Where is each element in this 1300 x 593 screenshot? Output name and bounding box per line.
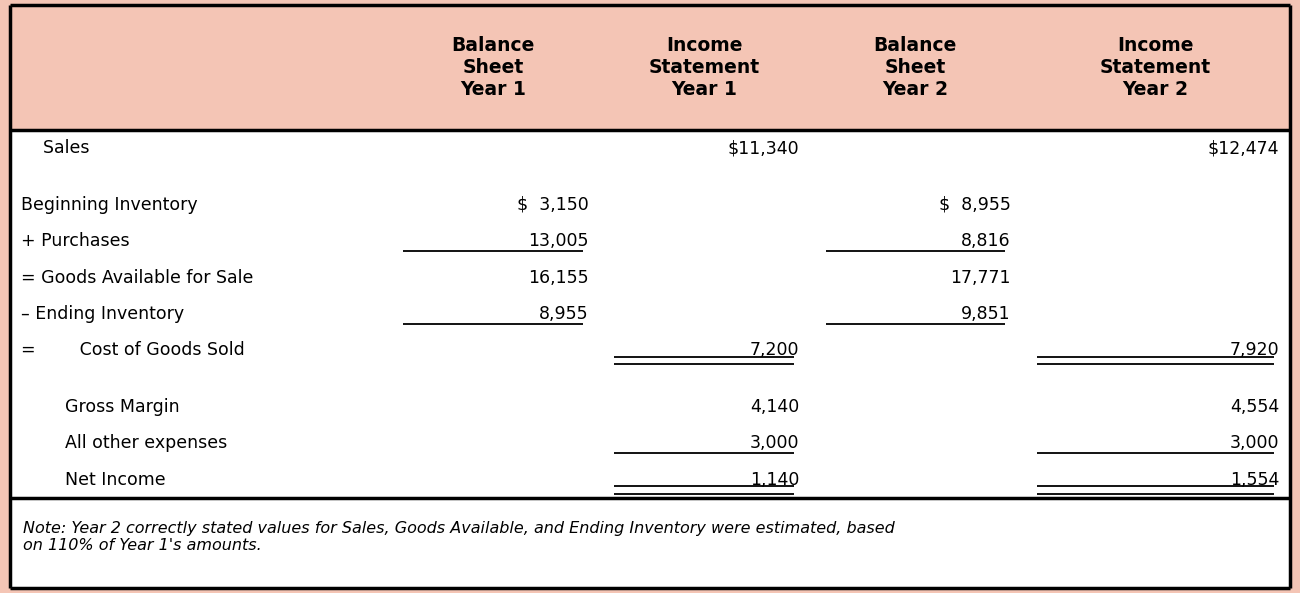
Text: 8,816: 8,816 xyxy=(961,232,1010,250)
Text: Beginning Inventory: Beginning Inventory xyxy=(21,196,198,214)
Text: 9,851: 9,851 xyxy=(961,305,1010,323)
Text: Income
Statement
Year 1: Income Statement Year 1 xyxy=(649,36,760,99)
Text: Gross Margin: Gross Margin xyxy=(21,398,179,416)
Text: 4,554: 4,554 xyxy=(1230,398,1279,416)
Text: + Purchases: + Purchases xyxy=(21,232,130,250)
Text: Balance
Sheet
Year 2: Balance Sheet Year 2 xyxy=(874,36,957,99)
Bar xyxy=(10,5,1290,130)
Text: $12,474: $12,474 xyxy=(1208,139,1279,157)
Text: – Ending Inventory: – Ending Inventory xyxy=(21,305,183,323)
Text: 8,955: 8,955 xyxy=(538,305,589,323)
Text: $11,340: $11,340 xyxy=(728,139,800,157)
Text: 3,000: 3,000 xyxy=(750,434,800,452)
Text: 13,005: 13,005 xyxy=(528,232,589,250)
Text: Sales: Sales xyxy=(21,139,90,157)
Text: 7,920: 7,920 xyxy=(1230,342,1279,359)
Text: Net Income: Net Income xyxy=(21,471,165,489)
Text: 17,771: 17,771 xyxy=(950,269,1010,286)
Text: 1,554: 1,554 xyxy=(1230,471,1279,489)
Text: Note: Year 2 correctly stated values for Sales, Goods Available, and Ending Inve: Note: Year 2 correctly stated values for… xyxy=(23,521,896,553)
Text: =        Cost of Goods Sold: = Cost of Goods Sold xyxy=(21,342,244,359)
Bar xyxy=(10,130,1290,498)
Text: Balance
Sheet
Year 1: Balance Sheet Year 1 xyxy=(451,36,536,99)
Text: $  3,150: $ 3,150 xyxy=(516,196,589,214)
Bar xyxy=(10,498,1290,588)
Text: $  8,955: $ 8,955 xyxy=(939,196,1010,214)
Text: 1,140: 1,140 xyxy=(750,471,800,489)
Text: Income
Statement
Year 2: Income Statement Year 2 xyxy=(1100,36,1210,99)
Text: All other expenses: All other expenses xyxy=(21,434,227,452)
Text: 7,200: 7,200 xyxy=(750,342,800,359)
Text: 4,140: 4,140 xyxy=(750,398,800,416)
Text: = Goods Available for Sale: = Goods Available for Sale xyxy=(21,269,254,286)
Text: 3,000: 3,000 xyxy=(1230,434,1279,452)
Text: 16,155: 16,155 xyxy=(528,269,589,286)
